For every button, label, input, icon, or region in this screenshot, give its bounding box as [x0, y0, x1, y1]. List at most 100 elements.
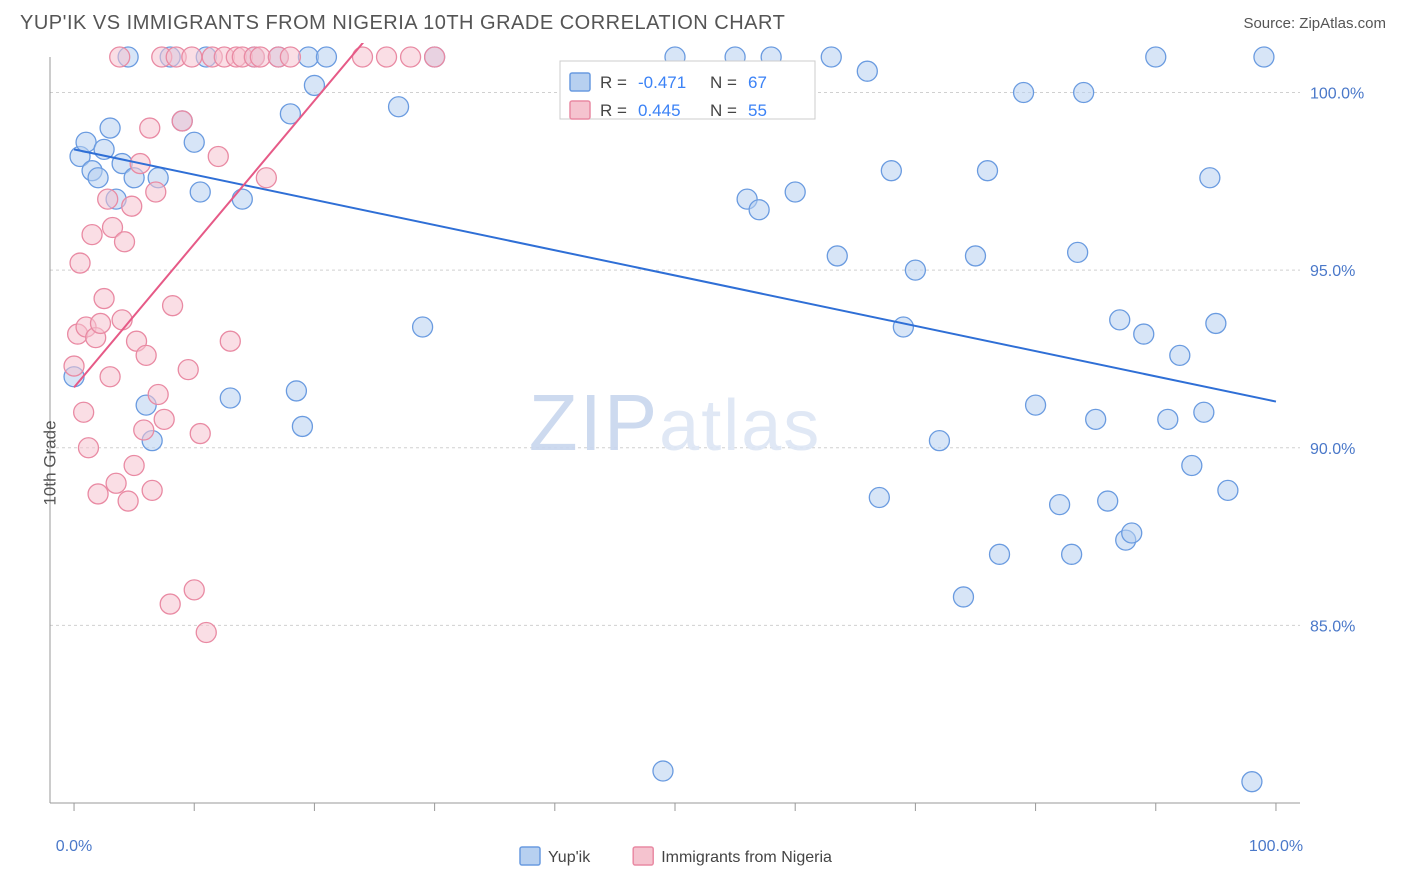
scatter-point	[1218, 480, 1238, 500]
scatter-point	[163, 296, 183, 316]
scatter-point	[184, 132, 204, 152]
scatter-point	[1086, 409, 1106, 429]
scatter-point	[316, 47, 336, 67]
scatter-point	[76, 132, 96, 152]
scatter-point	[990, 544, 1010, 564]
scatter-point	[1206, 313, 1226, 333]
scatter-point	[148, 384, 168, 404]
scatter-point	[1098, 491, 1118, 511]
x-tick-label: 0.0%	[56, 838, 92, 855]
scatter-point	[1068, 242, 1088, 262]
scatter-point	[98, 189, 118, 209]
chart-source: Source: ZipAtlas.com	[1243, 15, 1386, 32]
legend-n-label: N =	[710, 101, 737, 120]
scatter-point	[1134, 324, 1154, 344]
scatter-point	[220, 388, 240, 408]
scatter-point	[122, 196, 142, 216]
legend-swatch	[570, 73, 590, 91]
x-tick-label: 100.0%	[1249, 838, 1303, 855]
scatter-point	[857, 61, 877, 81]
correlation-scatter-chart: ZIPatlas0.0%100.0%85.0%90.0%95.0%100.0%R…	[0, 43, 1406, 883]
scatter-point	[1062, 544, 1082, 564]
svg-text:ZIPatlas: ZIPatlas	[529, 378, 822, 467]
scatter-point	[190, 182, 210, 202]
scatter-point	[124, 456, 144, 476]
y-tick-label: 100.0%	[1310, 86, 1364, 103]
scatter-point	[1026, 395, 1046, 415]
scatter-point	[134, 420, 154, 440]
scatter-point	[905, 260, 925, 280]
scatter-point	[142, 480, 162, 500]
scatter-point	[220, 331, 240, 351]
scatter-point	[1074, 83, 1094, 103]
scatter-point	[280, 47, 300, 67]
scatter-point	[184, 580, 204, 600]
scatter-point	[82, 225, 102, 245]
legend-n-value: 67	[748, 73, 767, 92]
scatter-point	[821, 47, 841, 67]
scatter-point	[827, 246, 847, 266]
scatter-point	[100, 367, 120, 387]
scatter-point	[1200, 168, 1220, 188]
scatter-point	[353, 47, 373, 67]
scatter-point	[1158, 409, 1178, 429]
legend-r-label: R =	[600, 73, 627, 92]
scatter-point	[1110, 310, 1130, 330]
scatter-point	[377, 47, 397, 67]
scatter-point	[100, 118, 120, 138]
scatter-point	[298, 47, 318, 67]
scatter-point	[425, 47, 445, 67]
scatter-point	[250, 47, 270, 67]
scatter-point	[965, 246, 985, 266]
legend-series-label: Immigrants from Nigeria	[661, 849, 832, 866]
stats-legend	[560, 61, 815, 119]
scatter-point	[74, 402, 94, 422]
scatter-point	[232, 189, 252, 209]
legend-n-label: N =	[710, 73, 737, 92]
y-tick-label: 90.0%	[1310, 441, 1355, 458]
scatter-point	[1182, 456, 1202, 476]
scatter-point	[929, 431, 949, 451]
legend-n-value: 55	[748, 101, 767, 120]
scatter-point	[1242, 772, 1262, 792]
legend-r-value: -0.471	[638, 73, 686, 92]
scatter-point	[1254, 47, 1274, 67]
scatter-point	[292, 416, 312, 436]
scatter-point	[154, 409, 174, 429]
scatter-point	[90, 313, 110, 333]
scatter-point	[389, 97, 409, 117]
scatter-point	[70, 253, 90, 273]
chart-title: YUP'IK VS IMMIGRANTS FROM NIGERIA 10TH G…	[20, 12, 785, 35]
y-tick-label: 95.0%	[1310, 263, 1355, 280]
scatter-point	[785, 182, 805, 202]
scatter-point	[1170, 345, 1190, 365]
scatter-point	[115, 232, 135, 252]
chart-container: 10th Grade ZIPatlas0.0%100.0%85.0%90.0%9…	[0, 43, 1406, 883]
scatter-point	[64, 356, 84, 376]
scatter-point	[653, 761, 673, 781]
regression-line	[74, 43, 411, 387]
scatter-point	[78, 438, 98, 458]
scatter-point	[106, 473, 126, 493]
scatter-point	[881, 161, 901, 181]
regression-line	[74, 149, 1276, 401]
legend-r-value: 0.445	[638, 101, 681, 120]
scatter-point	[413, 317, 433, 337]
scatter-point	[136, 345, 156, 365]
chart-header: YUP'IK VS IMMIGRANTS FROM NIGERIA 10TH G…	[0, 0, 1406, 43]
scatter-point	[140, 118, 160, 138]
legend-swatch	[520, 847, 540, 865]
scatter-point	[978, 161, 998, 181]
scatter-point	[953, 587, 973, 607]
scatter-point	[160, 594, 180, 614]
y-axis-label: 10th Grade	[41, 420, 61, 505]
scatter-point	[178, 360, 198, 380]
scatter-point	[190, 424, 210, 444]
scatter-point	[1194, 402, 1214, 422]
scatter-point	[893, 317, 913, 337]
scatter-point	[749, 200, 769, 220]
scatter-point	[94, 289, 114, 309]
scatter-point	[88, 168, 108, 188]
scatter-point	[196, 622, 216, 642]
scatter-point	[172, 111, 192, 131]
